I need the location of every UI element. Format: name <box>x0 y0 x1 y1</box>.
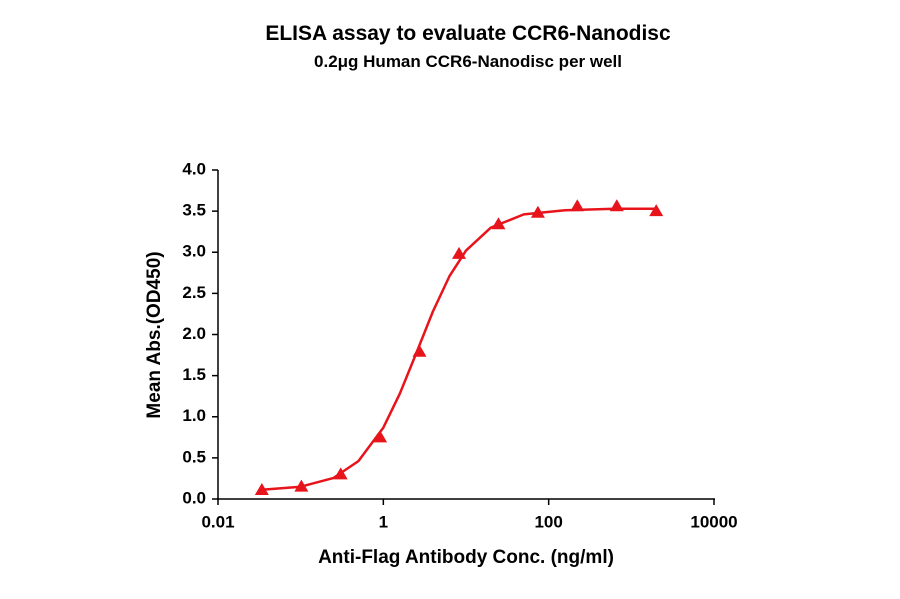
data-point <box>452 246 467 259</box>
data-point <box>570 199 585 212</box>
y-tick-label: 1.5 <box>182 365 206 384</box>
y-tick-label: 0.5 <box>182 447 206 466</box>
data-point <box>412 344 427 357</box>
y-tick-label: 1.0 <box>182 406 206 425</box>
chart-subtitle: 0.2μg Human CCR6-Nanodisc per well <box>314 52 622 71</box>
data-point <box>491 217 506 230</box>
x-tick-label: 10000 <box>690 512 737 531</box>
y-tick-label: 2.5 <box>182 283 206 302</box>
x-tick-label: 0.01 <box>201 512 234 531</box>
y-tick-label: 3.5 <box>182 201 206 220</box>
data-point <box>649 204 664 217</box>
data-point <box>294 479 309 492</box>
y-tick-label: 3.0 <box>182 242 206 261</box>
x-axis-label: Anti-Flag Antibody Conc. (ng/ml) <box>318 547 614 568</box>
data-point <box>609 199 624 212</box>
y-axis-label: Mean Abs.(OD450) <box>144 251 165 418</box>
y-tick-label: 4.0 <box>182 159 206 178</box>
y-tick-label: 2.0 <box>182 324 206 343</box>
data-point <box>373 430 388 443</box>
y-tick-label: 0.0 <box>182 488 206 507</box>
chart-title: ELISA assay to evaluate CCR6-Nanodisc <box>265 22 671 45</box>
x-tick-label: 100 <box>534 512 562 531</box>
data-point <box>333 467 348 480</box>
data-point <box>530 205 545 218</box>
x-tick-label: 1 <box>379 512 388 531</box>
data-point <box>254 482 269 495</box>
